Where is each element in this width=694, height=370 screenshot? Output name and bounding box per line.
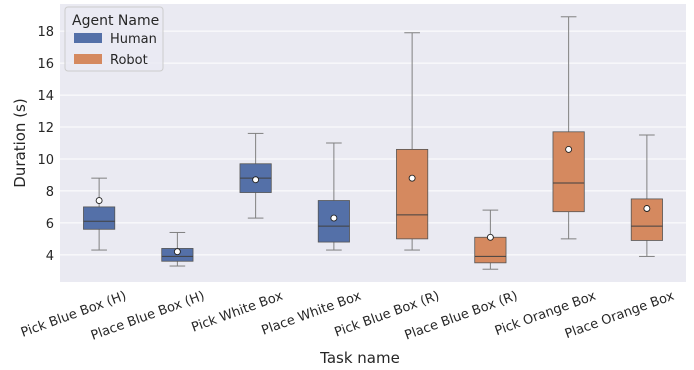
legend-label-human: Human [110, 32, 157, 47]
box-group [161, 231, 194, 267]
box [630, 198, 663, 241]
y-tick-label: 14 [37, 89, 54, 104]
y-tick-label: 6 [46, 217, 54, 232]
mean-marker [252, 176, 260, 184]
y-tick-label: 18 [37, 25, 54, 40]
legend: Agent Name Human Robot [64, 6, 164, 72]
legend-swatch-robot [74, 54, 102, 64]
box-group [552, 16, 585, 240]
x-tick-labels: Pick Blue Box (H)Place Blue Box (H)Pick … [19, 289, 677, 344]
box-group [396, 32, 429, 251]
y-tick-label: 12 [37, 121, 54, 136]
y-tick-label: 8 [46, 185, 54, 200]
legend-swatch-human [74, 33, 102, 43]
legend-title: Agent Name [72, 13, 159, 29]
box-group [239, 132, 272, 219]
box-group [630, 134, 663, 257]
box-group [83, 177, 116, 251]
y-tick-label: 16 [37, 57, 54, 72]
box-group [474, 209, 507, 270]
y-tick-labels: 4 6 8 10 12 14 16 18 [37, 25, 54, 264]
box [474, 236, 507, 264]
y-tick-label: 4 [46, 249, 54, 264]
mean-marker [643, 205, 651, 212]
mean-marker [486, 233, 494, 241]
box-group [317, 142, 350, 251]
y-tick-label: 10 [37, 153, 54, 168]
mean-marker [565, 145, 573, 153]
box-series [83, 16, 663, 270]
box [552, 131, 585, 213]
mean-marker [95, 197, 103, 204]
mean-marker [408, 174, 416, 182]
y-axis-title: Duration (s) [11, 98, 29, 187]
mean-marker [330, 214, 338, 222]
legend-label-robot: Robot [110, 53, 148, 68]
mean-marker [173, 248, 181, 256]
box [83, 206, 116, 230]
x-axis-title: Task name [319, 349, 400, 367]
box [396, 148, 429, 240]
